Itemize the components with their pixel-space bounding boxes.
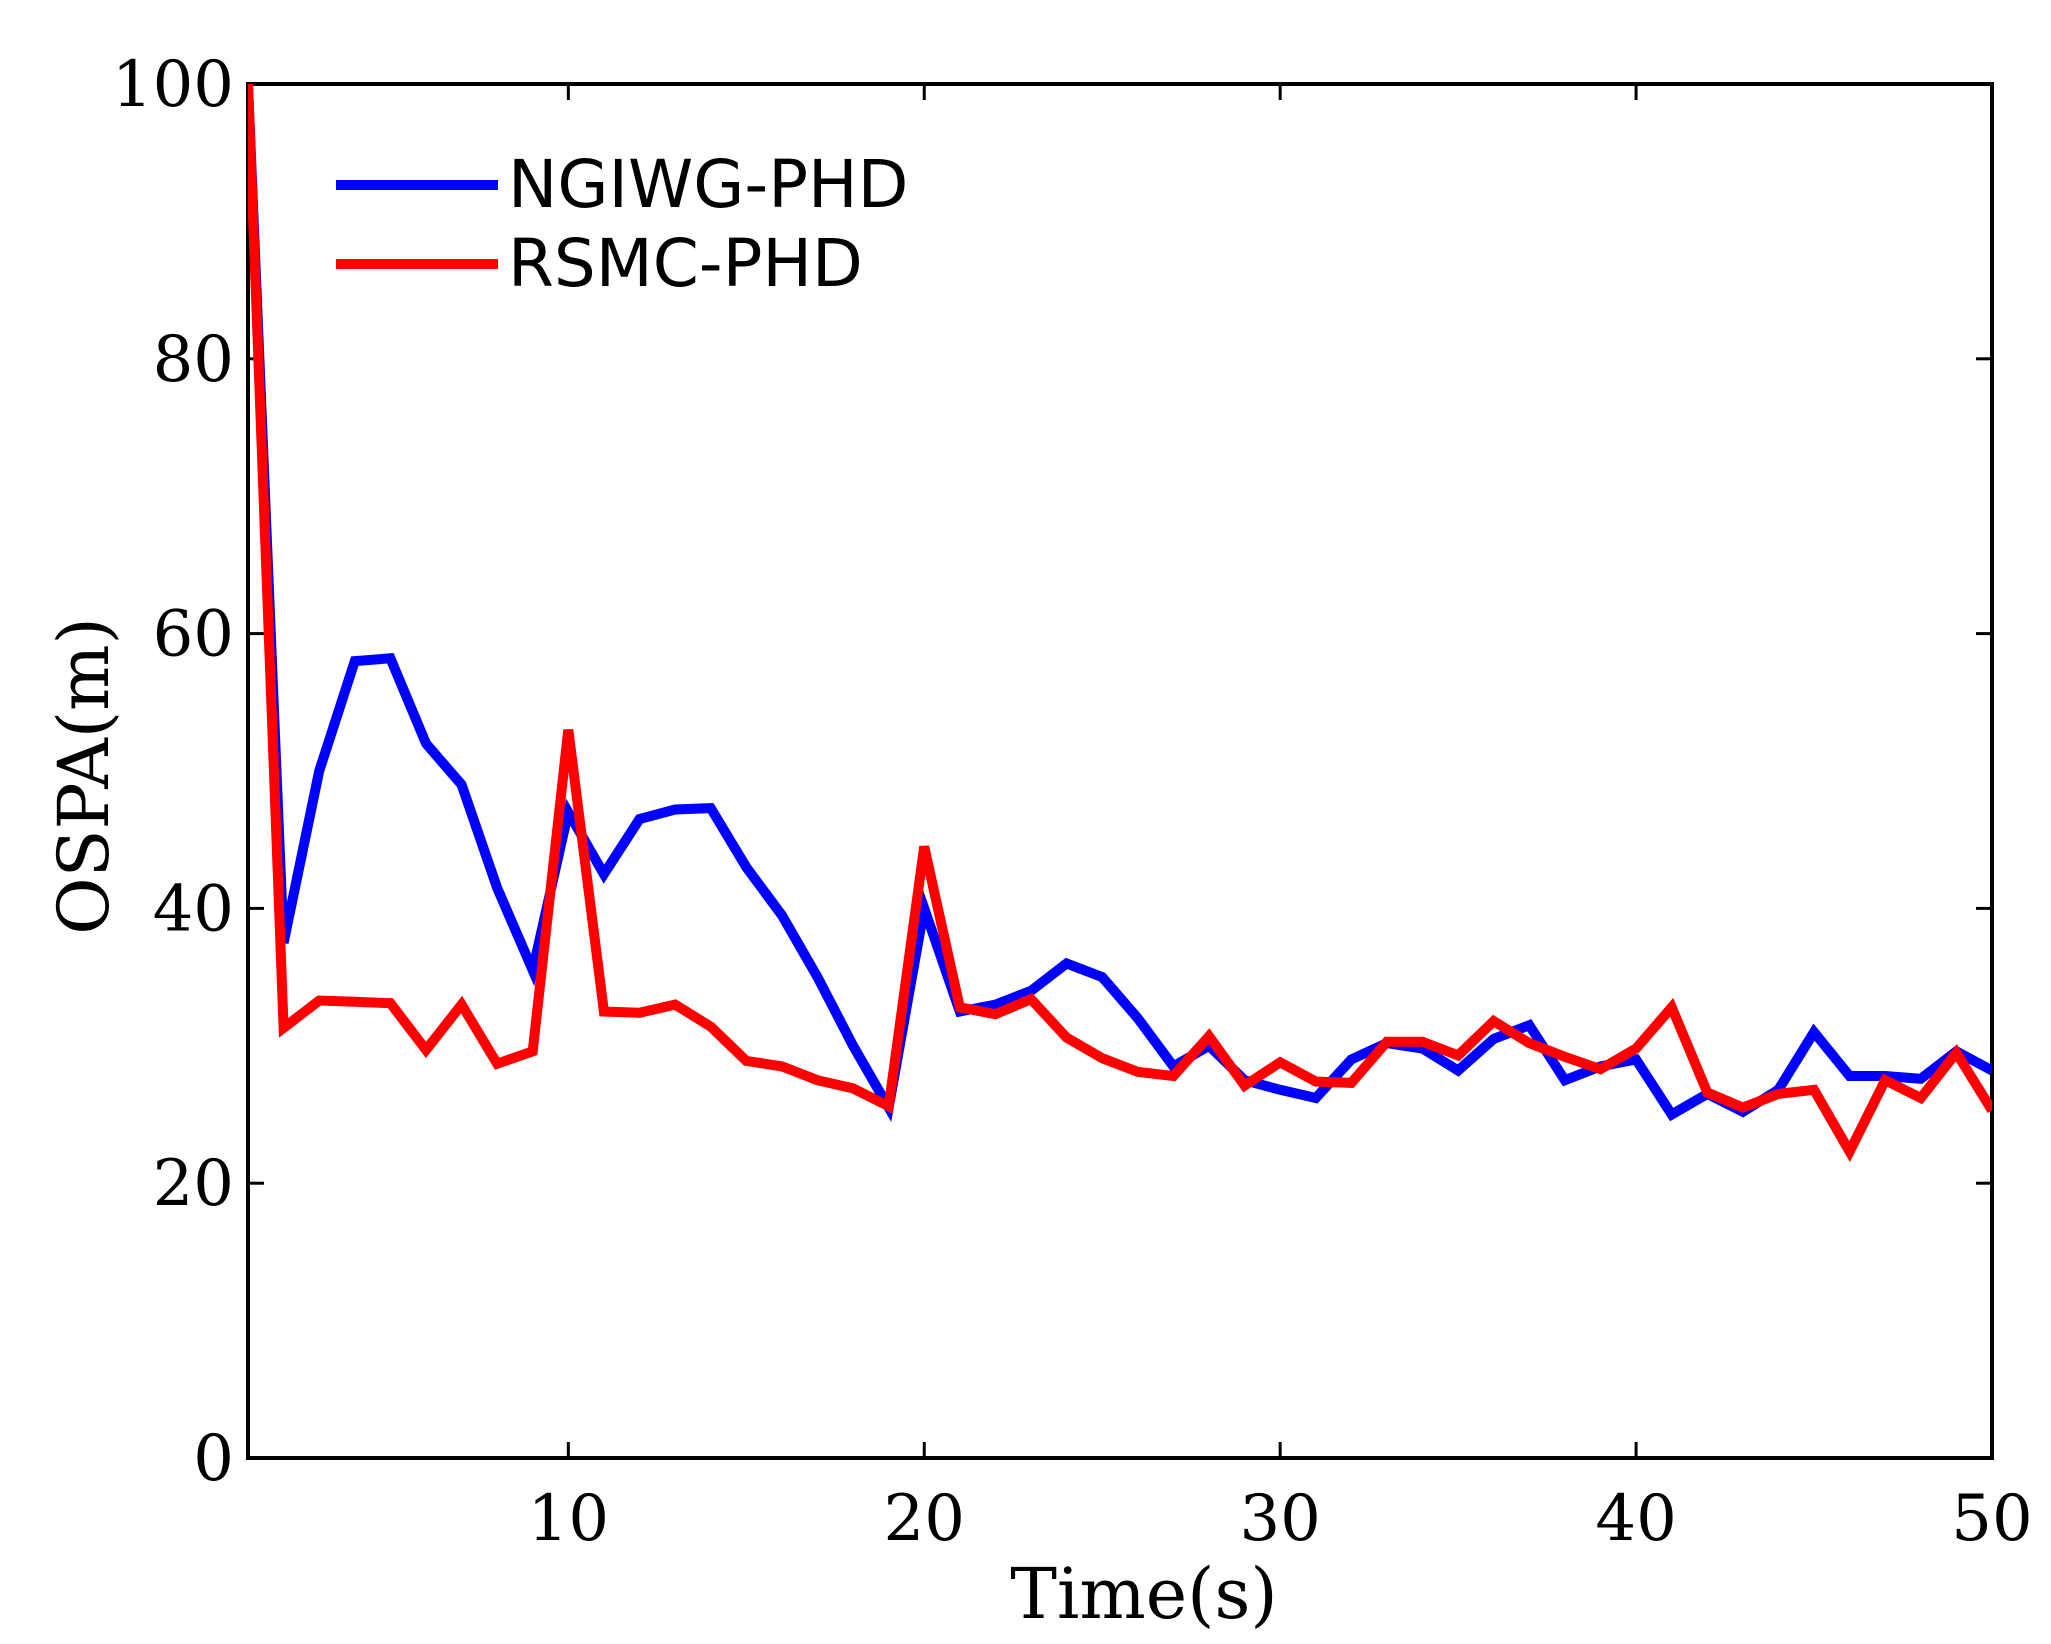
- y-tick-label-40: 40: [153, 872, 234, 946]
- legend: NGIWG-PHD RSMC-PHD: [336, 146, 908, 302]
- axis-ticks: [248, 82, 1994, 1460]
- x-tick-label-20: 20: [884, 1482, 965, 1556]
- series-layer: [248, 84, 1992, 1163]
- legend-label-rsmc-phd: RSMC-PHD: [508, 225, 863, 302]
- plot-area-frame: [246, 82, 1994, 1460]
- x-tick-label-40: 40: [1595, 1482, 1676, 1556]
- x-tick-label-30: 30: [1239, 1482, 1320, 1556]
- x-axis-label: Time(s): [1010, 1553, 1277, 1635]
- legend-label-ngiwg-phd: NGIWG-PHD: [508, 146, 908, 223]
- y-tick-label-80: 80: [153, 323, 234, 397]
- y-tick-label-100: 100: [112, 48, 234, 122]
- y-tick-label-60: 60: [153, 598, 234, 672]
- y-tick-label-0: 0: [193, 1422, 234, 1496]
- x-tick-label-50: 50: [1951, 1482, 2032, 1556]
- series-line-rsmc-phd: [248, 84, 1992, 1163]
- y-axis-label: OSPA(m): [43, 617, 125, 935]
- x-tick-label-10: 10: [528, 1482, 609, 1556]
- axis-tick-labels: 10 20 30 40 50 0 20 40 60 80 100: [112, 48, 2033, 1556]
- series-line-ngiwg-phd: [248, 84, 1992, 1122]
- y-tick-label-20: 20: [153, 1147, 234, 1221]
